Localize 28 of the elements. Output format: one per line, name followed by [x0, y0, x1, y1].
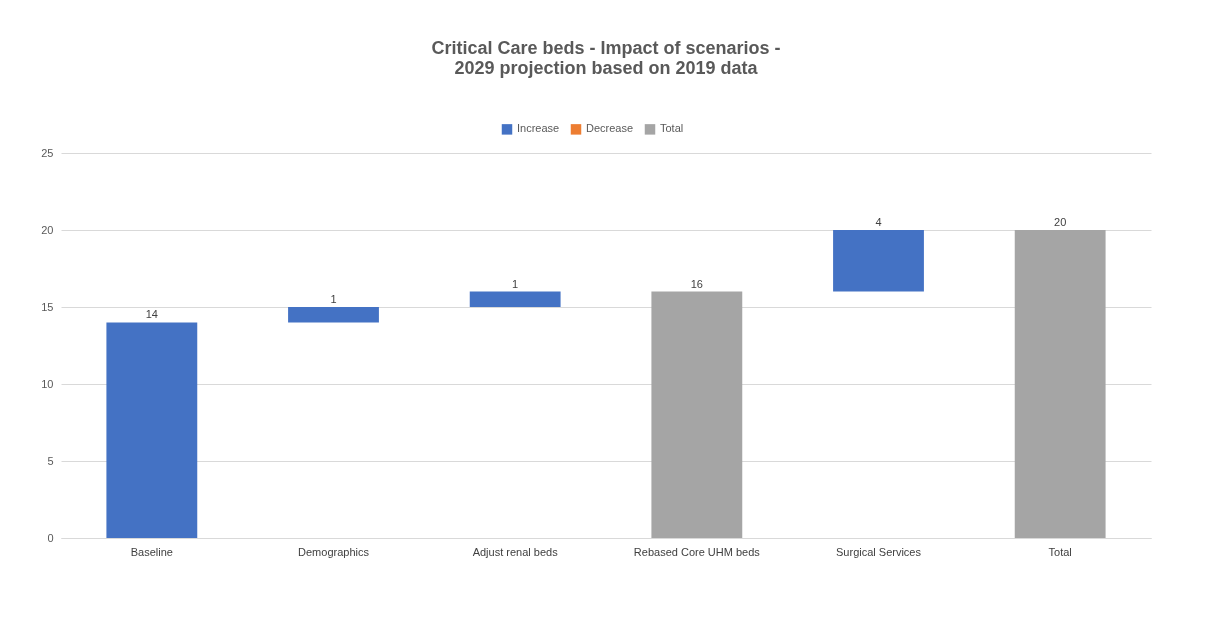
x-tick-label: Rebased Core UHM beds [633, 545, 761, 558]
data-label: 1 [512, 277, 519, 290]
data-label: 14 [145, 308, 158, 321]
bar [1014, 230, 1106, 538]
y-tick-label: 25 [41, 146, 54, 159]
bar [469, 291, 561, 307]
data-label: 16 [690, 277, 703, 290]
bar [106, 322, 198, 538]
chart-title: Critical Care beds - Impact of scenarios - 2029 projection based on 2019 data [431, 38, 781, 78]
y-tick-label: 20 [41, 223, 54, 236]
legend-label: Total [660, 122, 684, 135]
bar [288, 307, 379, 323]
y-tick-label: 10 [41, 377, 54, 390]
data-label: 4 [875, 216, 882, 228]
x-tick-label: Adjust renal beds [472, 545, 559, 558]
legend-label: Decrease [586, 122, 634, 135]
data-label: 1 [330, 293, 337, 305]
x-tick-label: Total [1048, 545, 1072, 558]
legend-label: Increase [517, 122, 560, 135]
x-tick-label: Baseline [130, 545, 173, 558]
x-tick-label: Surgical Services [836, 545, 922, 558]
y-tick-label: 0 [47, 531, 54, 544]
data-label: 20 [1054, 216, 1067, 228]
y-tick-label: 5 [47, 454, 54, 467]
bar [651, 291, 743, 538]
bar [833, 230, 924, 292]
y-tick-label: 15 [41, 300, 54, 313]
x-tick-label: Demographics [298, 545, 370, 558]
